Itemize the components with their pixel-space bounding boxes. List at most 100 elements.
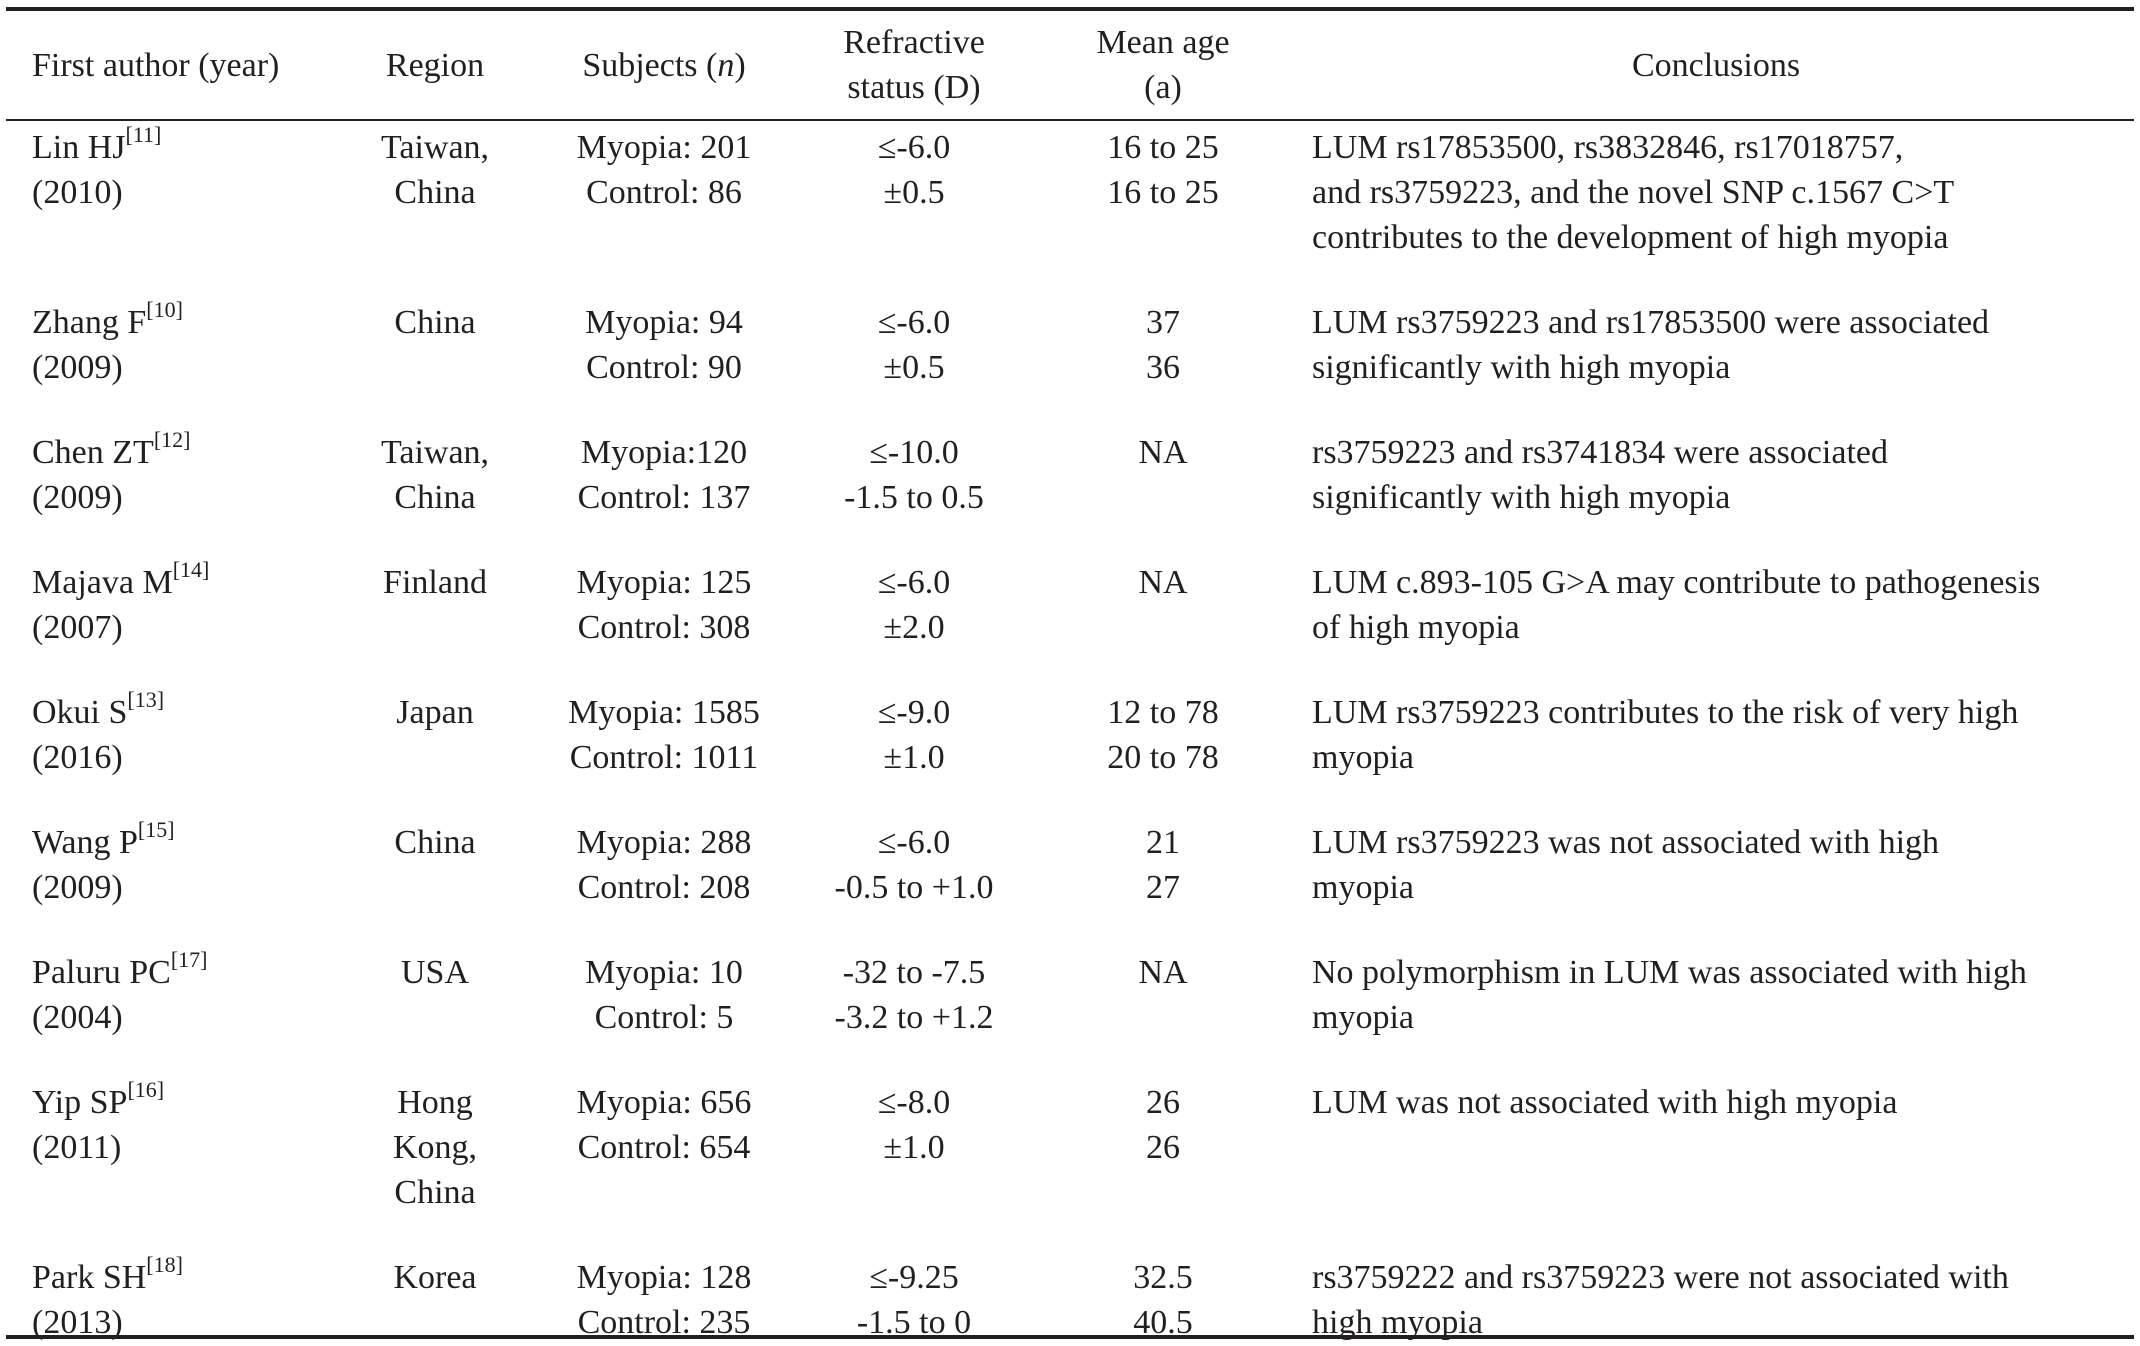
age-line: 16 to 25: [1107, 129, 1219, 166]
reference-number: [12]: [153, 426, 191, 452]
subjects-line: Myopia: 128: [576, 1259, 752, 1296]
conclusion-line: LUM rs3759223 contributes to the risk of…: [1312, 694, 2019, 731]
conclusion-line: LUM was not associated with high myopia: [1312, 1084, 1898, 1121]
cell-subjects: Myopia: 125 Control: 308: [528, 560, 800, 690]
refractive-line: ±0.5: [883, 174, 945, 211]
subjects-line: Myopia: 125: [576, 564, 752, 601]
age-line: 36: [1146, 349, 1180, 386]
cell-author: Paluru PC[17] (2004): [6, 948, 342, 1080]
cell-author: Majava M[14] (2007): [6, 558, 342, 690]
region-line: China: [394, 304, 476, 341]
cell-age: 21 27: [1028, 820, 1298, 950]
cell-age: 32.5 40.5: [1028, 1255, 1298, 1345]
reference-number: [10]: [146, 296, 183, 322]
subjects-line: Control: 308: [577, 609, 751, 646]
conclusion-line: significantly with high myopia: [1312, 479, 1731, 516]
reference-number: [15]: [137, 816, 175, 842]
header-conclusions: Conclusions: [1631, 46, 1801, 84]
cell-author: Wang P[15] (2009): [6, 816, 342, 950]
region-line: Korea: [393, 1259, 477, 1296]
author-name: Park SH: [32, 1259, 147, 1296]
refractive-line: ≤-10.0: [869, 434, 959, 471]
age-line: 21: [1146, 824, 1180, 861]
refractive-line: ≤-6.0: [877, 304, 951, 341]
cell-conclusion: No polymorphism in LUM was associated wi…: [1298, 950, 2134, 1080]
age-line: 26: [1146, 1129, 1180, 1166]
region-line: Taiwan,: [380, 434, 490, 471]
table-bottom-rule: [6, 1335, 2134, 1339]
header-author: First author (year): [32, 46, 280, 84]
cell-author: Chen ZT[12] (2009): [6, 426, 342, 560]
author-year: (2004): [32, 999, 123, 1036]
cell-subjects: Myopia: 288 Control: 208: [528, 820, 800, 950]
conclusion-line: No polymorphism in LUM was associated wi…: [1312, 954, 2027, 991]
region-line: Hong: [397, 1084, 473, 1121]
region-line: Finland: [383, 564, 487, 601]
subjects-line: Control: 654: [577, 1129, 751, 1166]
cell-region: Hong Kong, China: [342, 1080, 528, 1255]
table-row: Park SH[18] (2013) Korea Myopia: 128 Control…: [6, 1253, 2134, 1345]
cell-conclusion: LUM rs3759223 contributes to the risk of…: [1298, 690, 2134, 820]
refractive-line: ≤-6.0: [877, 129, 951, 166]
cell-region: Korea: [342, 1255, 528, 1345]
conclusion-line: significantly with high myopia: [1312, 349, 1731, 386]
cell-subjects: Myopia: 10 Control: 5: [528, 950, 800, 1080]
subjects-line: Myopia: 288: [576, 824, 752, 861]
cell-conclusion: LUM c.893-105 G>A may contribute to path…: [1298, 560, 2134, 690]
conclusion-line: myopia: [1312, 869, 1414, 906]
age-line: 40.5: [1133, 1304, 1193, 1341]
cell-subjects: Myopia: 128 Control: 235: [528, 1255, 800, 1345]
conclusion-line: rs3759222 and rs3759223 were not associa…: [1312, 1259, 2009, 1296]
region-line: China: [394, 479, 476, 516]
cell-author: Okui S[13] (2016): [6, 686, 342, 820]
cell-region: China: [342, 300, 528, 430]
table-header-rule: [6, 119, 2134, 121]
reference-number: [16]: [127, 1076, 165, 1102]
cell-conclusion: LUM rs17853500, rs3832846, rs17018757, an…: [1298, 119, 2134, 300]
conclusion-line: and rs3759223, and the novel SNP c.1567 …: [1312, 174, 1955, 211]
cell-subjects: Myopia: 1585 Control: 1011: [528, 690, 800, 820]
author-name: Lin HJ: [32, 129, 126, 166]
table-row: Wang P[15] (2009) China Myopia: 288 Control:…: [6, 816, 2134, 950]
table-row: Paluru PC[17] (2004) USA Myopia: 10 Control:…: [6, 948, 2134, 1080]
cell-age: 12 to 78 20 to 78: [1028, 690, 1298, 820]
header-row: First author (year) Region Subjects (n) …: [6, 11, 2134, 119]
conclusion-line: high myopia: [1312, 1304, 1483, 1341]
cell-subjects: Myopia: 201 Control: 86: [528, 119, 800, 300]
reference-number: [13]: [127, 686, 165, 712]
subjects-line: Control: 137: [577, 479, 751, 516]
subjects-line: Control: 235: [577, 1304, 751, 1341]
subjects-line: Control: 208: [577, 869, 751, 906]
age-line: NA: [1138, 954, 1188, 991]
author-name: Okui S: [32, 694, 128, 731]
region-line: Taiwan,: [380, 129, 490, 166]
table-row: Lin HJ[11] (2010) Taiwan, China Myopia: 201 C…: [6, 119, 2134, 300]
subjects-line: Myopia: 201: [576, 129, 752, 166]
header-subjects: Subjects (n): [582, 46, 746, 84]
cell-refractive: ≤-6.0 ±0.5: [800, 119, 1028, 300]
conclusion-line: LUM rs17853500, rs3832846, rs17018757,: [1312, 129, 1904, 166]
conclusion-line: myopia: [1312, 999, 1414, 1036]
cell-age: 26 26: [1028, 1080, 1298, 1255]
refractive-line: ≤-9.0: [877, 694, 951, 731]
cell-age: NA: [1028, 430, 1298, 560]
subjects-line: Control: 1011: [569, 739, 759, 776]
age-line: 16 to 25: [1107, 174, 1219, 211]
cell-author: Yip SP[16] (2011): [6, 1076, 342, 1255]
refractive-line: ≤-9.25: [869, 1259, 959, 1296]
author-year: (2016): [32, 739, 123, 776]
table-top-rule: [6, 7, 2134, 11]
region-line: Kong,: [392, 1129, 478, 1166]
refractive-line: ±2.0: [883, 609, 945, 646]
refractive-line: ±1.0: [883, 739, 945, 776]
conclusion-line: myopia: [1312, 739, 1414, 776]
cell-subjects: Myopia: 94 Control: 90: [528, 300, 800, 430]
subjects-line: Control: 86: [586, 174, 742, 211]
cell-refractive: ≤-10.0 -1.5 to 0.5: [800, 430, 1028, 560]
region-line: USA: [400, 954, 470, 991]
cell-refractive: ≤-9.0 ±1.0: [800, 690, 1028, 820]
reference-number: [11]: [125, 121, 162, 147]
cell-author: Park SH[18] (2013): [6, 1253, 342, 1345]
author-name: Yip SP: [32, 1084, 128, 1121]
region-line: China: [394, 174, 476, 211]
